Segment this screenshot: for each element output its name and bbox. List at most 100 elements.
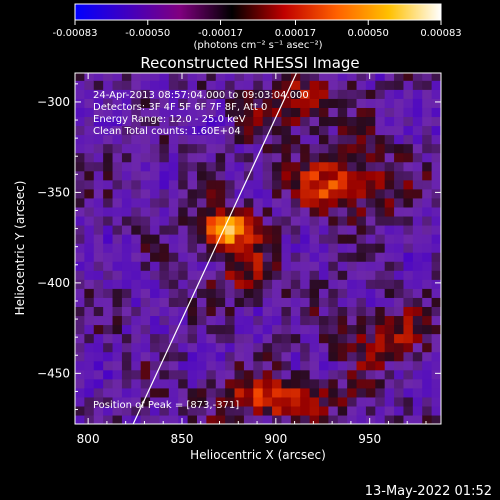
heatmap-cell xyxy=(431,73,441,81)
heatmap-cell xyxy=(159,252,170,262)
heatmap-cell xyxy=(422,107,433,118)
heatmap-cell xyxy=(281,306,292,317)
heatmap-cell xyxy=(225,179,236,190)
heatmap-cell xyxy=(365,152,376,163)
heatmap-cell xyxy=(206,288,217,298)
heatmap-cell xyxy=(356,143,367,154)
heatmap-cell xyxy=(309,98,320,108)
heatmap-cell xyxy=(422,215,433,226)
heatmap-cell xyxy=(319,351,329,362)
heatmap-cell xyxy=(356,315,367,326)
heatmap-cell xyxy=(319,279,329,289)
heatmap-cell xyxy=(337,315,348,326)
heatmap-cell xyxy=(197,306,207,317)
heatmap-cell xyxy=(356,252,367,262)
heatmap-cell xyxy=(159,279,170,289)
heatmap-cell xyxy=(178,143,189,154)
heatmap-cell xyxy=(84,134,95,145)
heatmap-cell xyxy=(365,297,376,307)
heatmap-cell xyxy=(197,351,207,362)
heatmap-cell xyxy=(281,342,292,353)
heatmap-cell xyxy=(121,324,132,335)
heatmap-cell xyxy=(272,261,283,271)
heatmap-cell xyxy=(215,188,226,199)
heatmap-cell xyxy=(168,333,179,344)
heatmap-cell xyxy=(281,378,292,389)
heatmap-cell xyxy=(309,396,320,407)
heatmap-cell xyxy=(159,315,170,326)
heatmap-cell xyxy=(290,107,301,118)
heatmap-cell xyxy=(225,224,236,235)
axis-ticks: 800 850 900 950−300−350−400−450 xyxy=(37,73,441,446)
heatmap-cell xyxy=(140,107,151,118)
heatmap-cell xyxy=(300,206,311,217)
heatmap-cell xyxy=(234,288,245,298)
heatmap-cell xyxy=(159,152,170,163)
heatmap-cell xyxy=(131,342,142,353)
heatmap-cell xyxy=(319,369,329,380)
heatmap-cell xyxy=(93,80,104,90)
heatmap-cell xyxy=(131,125,142,136)
heatmap-cell xyxy=(93,197,104,208)
heatmap-cell xyxy=(262,243,273,253)
heatmap-cell xyxy=(206,378,217,389)
heatmap-cell xyxy=(140,152,151,163)
heatmap-cell xyxy=(375,80,386,90)
heatmap-cell xyxy=(384,369,395,380)
heatmap-cell xyxy=(422,306,433,317)
heatmap-cell xyxy=(375,116,386,127)
heatmap-cell xyxy=(281,125,292,136)
heatmap-cell xyxy=(365,342,376,353)
heatmap-cell xyxy=(309,73,320,81)
heatmap-cell xyxy=(300,188,311,199)
heatmap-cell xyxy=(178,351,189,362)
heatmap-cell xyxy=(131,288,142,298)
heatmap-cell xyxy=(150,270,161,280)
heatmap-cell xyxy=(403,396,414,407)
heatmap-cell xyxy=(431,179,441,190)
heatmap-cell xyxy=(206,98,217,108)
heatmap-cell xyxy=(150,315,161,326)
heatmap-cell xyxy=(243,414,254,424)
heatmap-cell xyxy=(131,405,142,416)
heatmap-cell xyxy=(300,170,311,181)
heatmap-cell xyxy=(234,188,245,199)
heatmap-cell xyxy=(272,333,283,344)
heatmap-cell xyxy=(93,152,104,163)
heatmap-cell xyxy=(300,134,311,145)
heatmap-cell xyxy=(337,387,348,398)
chart-title: Reconstructed RHESSI Image xyxy=(140,54,359,72)
heatmap-cell xyxy=(365,288,376,298)
heatmap-cell xyxy=(178,405,189,416)
heatmap-cell xyxy=(394,306,405,317)
heatmap-cell xyxy=(272,73,283,81)
heatmap-cell xyxy=(197,143,207,154)
heatmap-cell xyxy=(206,270,217,280)
heatmap-cell xyxy=(300,89,311,99)
heatmap-cell xyxy=(272,324,283,335)
heatmap-cell xyxy=(365,179,376,190)
heatmap-cell xyxy=(281,261,292,271)
heatmap-cell xyxy=(337,288,348,298)
heatmap-cell xyxy=(347,378,358,389)
heatmap-cell xyxy=(121,125,132,136)
heatmap-cell xyxy=(290,360,301,371)
heatmap-cell xyxy=(337,414,348,424)
heatmap-cell xyxy=(319,342,329,353)
heatmap-cell xyxy=(356,261,367,271)
heatmap-cell xyxy=(394,125,405,136)
heatmap-cell xyxy=(197,215,207,226)
heatmap-cell xyxy=(75,134,85,145)
heatmap-cell xyxy=(309,288,320,298)
heatmap-cell xyxy=(328,125,339,136)
heatmap-cell xyxy=(84,116,95,127)
heatmap-cell xyxy=(272,387,283,398)
heatmap-cell xyxy=(140,360,151,371)
heatmap-cell xyxy=(84,234,95,244)
heatmap-cell xyxy=(412,89,423,99)
y-axis-title: Heliocentric Y (arcsec) xyxy=(13,181,27,316)
heatmap-cell xyxy=(140,315,151,326)
heatmap-cell xyxy=(225,414,236,424)
heatmap-cell xyxy=(234,224,245,235)
heatmap-cell xyxy=(225,315,236,326)
